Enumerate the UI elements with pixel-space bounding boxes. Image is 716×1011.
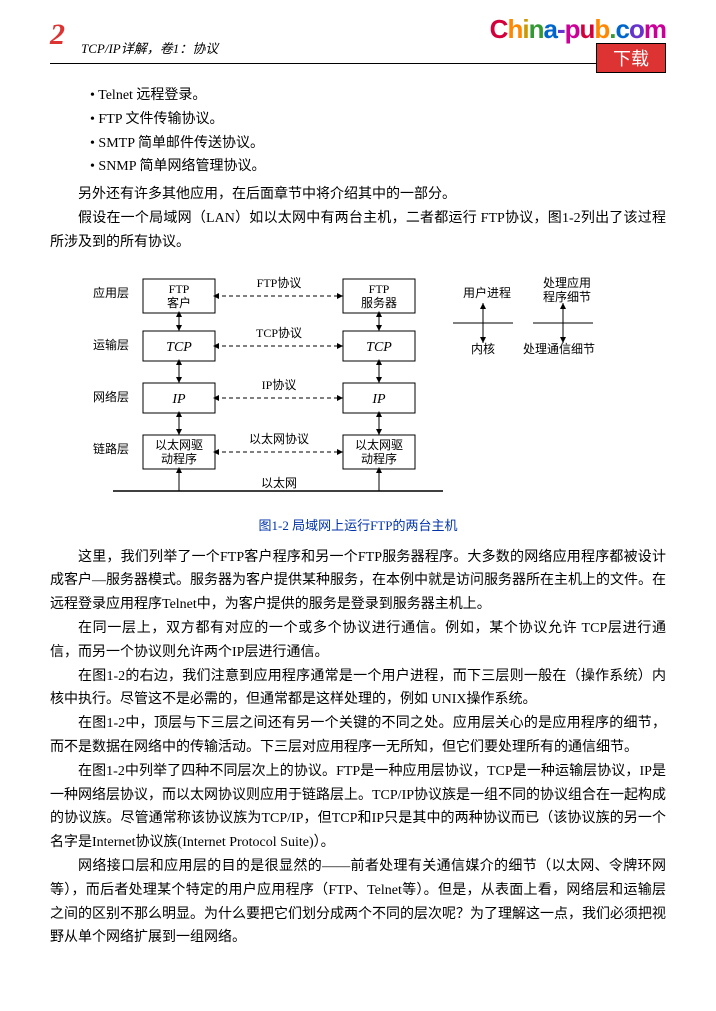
box-label: TCP [166, 340, 192, 355]
page-number: 2 [50, 20, 65, 50]
layer-label: 运输层 [93, 337, 129, 352]
intro-paragraph: 假设在一个局域网（LAN）如以太网中有两台主机，二者都运行 FTP协议，图1-2… [50, 207, 666, 255]
protocol-label: FTP协议 [257, 275, 302, 290]
protocol-diagram: 应用层 运输层 网络层 链路层 FTP客户 FTP服务器 FTP协议 TCP T… [73, 269, 643, 509]
body-paragraph: 在图1-2的右边，我们注意到应用程序通常是一个用户进程，而下三层则一般在（操作系… [50, 665, 666, 713]
bullet-item: • SNMP 简单网络管理协议。 [90, 155, 666, 179]
side-label: 内核 [471, 342, 495, 356]
box-label: FTP客户 [167, 282, 191, 310]
protocol-label: 以太网协议 [249, 431, 309, 446]
figure-caption: 图1-2 局域网上运行FTP的两台主机 [50, 515, 666, 534]
layer-label: 链路层 [93, 441, 129, 456]
box-label: TCP [366, 340, 392, 355]
download-badge[interactable]: 下载 [596, 43, 666, 73]
layer-label: 网络层 [93, 389, 129, 404]
intro-paragraph: 另外还有许多其他应用，在后面章节中将介绍其中的一部分。 [50, 183, 666, 207]
protocol-label: IP协议 [262, 377, 297, 392]
side-label: 用户进程 [463, 285, 511, 300]
side-label: 处理应用程序细节 [543, 275, 591, 304]
diagram-svg: 应用层 运输层 网络层 链路层 FTP客户 FTP服务器 FTP协议 TCP T… [73, 269, 643, 509]
bullet-item: • FTP 文件传输协议。 [90, 108, 666, 132]
body-text: 这里，我们列举了一个FTP客户程序和另一个FTP服务器程序。大多数的网络应用程序… [50, 546, 666, 951]
page-header: 2 TCP/IP详解，卷1：协议 China-pub.com 下载 [50, 20, 666, 76]
protocol-label: TCP协议 [256, 325, 302, 340]
ethernet-label: 以太网 [261, 475, 297, 490]
site-logo: China-pub.com 下载 [490, 14, 666, 73]
body-paragraph: 这里，我们列举了一个FTP客户程序和另一个FTP服务器程序。大多数的网络应用程序… [50, 546, 666, 617]
book-title: TCP/IP详解，卷1：协议 [81, 38, 218, 57]
layer-label: 应用层 [93, 285, 129, 300]
body-paragraph: 在图1-2中列举了四种不同层次上的协议。FTP是一种应用层协议，TCP是一种运输… [50, 760, 666, 855]
side-label: 处理通信细节 [523, 342, 595, 356]
bullet-item: • Telnet 远程登录。 [90, 84, 666, 108]
body-paragraph: 在同一层上，双方都有对应的一个或多个协议进行通信。例如，某个协议允许 TCP层进… [50, 617, 666, 665]
body-paragraph: 网络接口层和应用层的目的是很显然的——前者处理有关通信媒介的细节（以太网、令牌环… [50, 855, 666, 950]
logo-text: China-pub.com [490, 14, 666, 45]
body-paragraph: 在图1-2中，顶层与下三层之间还有另一个关键的不同之处。应用层关心的是应用程序的… [50, 712, 666, 760]
bullet-list: • Telnet 远程登录。 • FTP 文件传输协议。 • SMTP 简单邮件… [90, 84, 666, 179]
bullet-item: • SMTP 简单邮件传送协议。 [90, 132, 666, 156]
box-label: IP [171, 392, 186, 407]
box-label: 以太网驱动程序 [355, 437, 403, 466]
box-label: IP [371, 392, 386, 407]
box-label: 以太网驱动程序 [155, 437, 203, 466]
